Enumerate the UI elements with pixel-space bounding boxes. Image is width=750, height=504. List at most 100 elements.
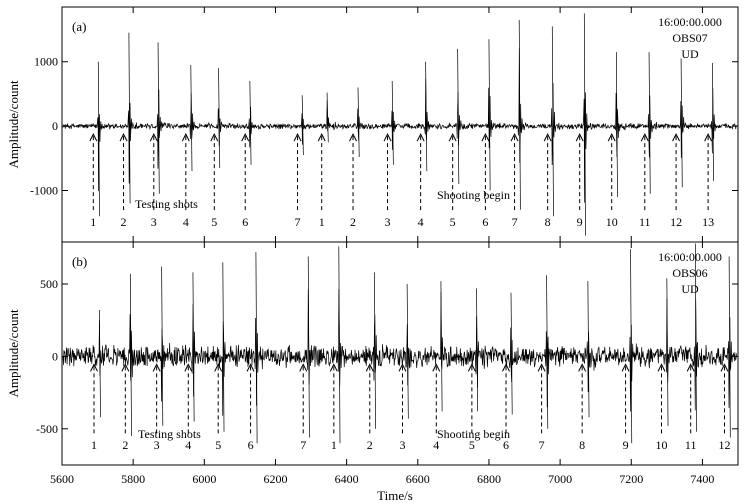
- shot-spike: [583, 13, 586, 236]
- shot-arrowhead: [640, 132, 649, 142]
- y-axis-title: Amplitude/count: [6, 309, 21, 397]
- shot-spike: [425, 61, 428, 172]
- shot-arrowhead: [181, 132, 190, 142]
- shot-spike: [99, 310, 101, 418]
- shot-number: 4: [433, 438, 439, 452]
- shot-spike: [440, 281, 443, 412]
- shot-spike: [728, 256, 731, 438]
- shot-number: 4: [185, 438, 191, 452]
- shot-spike: [129, 273, 132, 437]
- shot-number: 10: [606, 215, 618, 229]
- station-info-line: 16:00:00.000: [658, 250, 722, 264]
- shot-arrowhead: [89, 132, 98, 142]
- shot-arrowhead: [607, 132, 616, 142]
- shot-arrowhead: [90, 363, 98, 372]
- shot-spike: [630, 249, 633, 444]
- shot-number: 1: [319, 215, 325, 229]
- shot-arrowhead: [329, 363, 338, 372]
- panel-label: (b): [72, 254, 87, 269]
- x-tick-label: 7400: [690, 472, 714, 486]
- shot-arrowhead: [704, 132, 713, 142]
- shot-spike: [255, 252, 258, 444]
- shot-number: 11: [685, 438, 697, 452]
- shot-number: 4: [418, 215, 424, 229]
- shot-arrowhead: [121, 363, 130, 372]
- shot-arrowhead: [349, 132, 357, 142]
- shot-arrowhead: [672, 132, 681, 142]
- shot-number: 7: [512, 215, 518, 229]
- y-tick-label: 0: [52, 349, 58, 363]
- shot-spike: [406, 283, 409, 419]
- x-tick-label: 7200: [619, 472, 643, 486]
- shot-number: 6: [503, 438, 509, 452]
- shot-spike: [222, 262, 225, 432]
- shot-number: 8: [545, 215, 551, 229]
- x-tick-label: 5800: [121, 472, 145, 486]
- shot-spike: [374, 272, 376, 429]
- shot-arrowhead: [686, 363, 695, 372]
- shot-number: 6: [482, 215, 488, 229]
- shot-arrowhead: [657, 363, 666, 372]
- shot-number: 5: [215, 438, 221, 452]
- shot-arrowhead: [467, 363, 476, 372]
- shot-spike: [648, 52, 651, 194]
- y-tick-label: 500: [40, 277, 58, 291]
- waveform-trace: [62, 289, 737, 416]
- shot-arrowhead: [241, 132, 250, 142]
- x-tick-label: 6000: [192, 472, 216, 486]
- shot-number: 2: [367, 438, 373, 452]
- shot-spike: [694, 243, 697, 432]
- shot-spike: [546, 275, 549, 429]
- shot-spike: [510, 292, 513, 415]
- shot-spike: [97, 61, 100, 217]
- x-axis: 5600 5800 6000 6200 6400 6600 6800 7000 7200 7400: [50, 472, 714, 486]
- panel-label: (a): [72, 19, 86, 34]
- shot-spike: [518, 19, 521, 210]
- station-info-line: 16:00:00.000: [658, 15, 722, 29]
- shot-number: 1: [90, 215, 96, 229]
- x-tick-label: 7000: [548, 472, 572, 486]
- station-info-line: OBS06: [672, 266, 707, 280]
- shot-arrowhead: [416, 132, 425, 142]
- shot-number: 12: [718, 438, 730, 452]
- shot-arrowhead: [481, 132, 490, 142]
- shot-number: 10: [656, 438, 668, 452]
- shot-number: 5: [211, 215, 217, 229]
- shot-arrowhead: [184, 363, 193, 372]
- shot-number: 6: [248, 438, 254, 452]
- shot-arrowhead: [621, 363, 630, 372]
- shot-spike: [192, 272, 195, 422]
- shot-spike: [457, 48, 460, 185]
- y-tick-label: 1000: [34, 55, 58, 69]
- shot-number: 2: [122, 438, 128, 452]
- shot-arrowhead: [720, 363, 729, 372]
- x-tick-label: 6600: [406, 472, 430, 486]
- x-tick-label: 6800: [477, 472, 501, 486]
- shot-arrowhead: [119, 132, 128, 142]
- waveform-trace: [62, 48, 737, 203]
- shot-number: 7: [539, 438, 545, 452]
- shot-spike: [128, 32, 131, 204]
- shot-arrowhead: [149, 132, 158, 142]
- shot-spike: [551, 26, 554, 217]
- shot-number: 7: [300, 438, 306, 452]
- shot-number: 13: [702, 215, 714, 229]
- plot-frame: [61, 241, 739, 466]
- shot-arrowhead: [152, 363, 161, 372]
- shot-number: 3: [399, 438, 405, 452]
- panel-a: -1000 0 1000 Amplitude/count (a) 16:00:00.000…: [6, 6, 739, 243]
- shot-spike: [249, 81, 252, 165]
- x-tick-label: 5600: [50, 472, 74, 486]
- shot-arrowhead: [214, 363, 223, 372]
- shot-spike: [338, 246, 341, 444]
- shot-arrowhead: [502, 363, 510, 372]
- shooting-begin-label: Shooting begin: [437, 427, 510, 441]
- shot-number: 2: [350, 215, 356, 229]
- shot-arrowhead: [510, 132, 519, 142]
- shot-arrowhead: [537, 363, 546, 372]
- shot-spike: [301, 95, 304, 156]
- testing-shots-label: Testing shots: [138, 427, 201, 441]
- x-tick-label: 6200: [263, 472, 287, 486]
- shot-number: 5: [469, 438, 475, 452]
- shot-number: 3: [154, 438, 160, 452]
